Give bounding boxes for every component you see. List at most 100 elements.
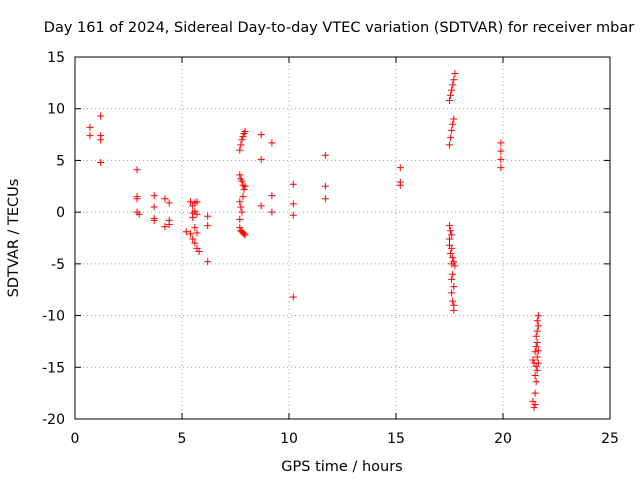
data-point — [236, 171, 244, 179]
x-tick-label: 20 — [494, 431, 512, 447]
data-point — [449, 254, 457, 262]
data-point — [533, 366, 541, 374]
data-point — [204, 258, 212, 266]
data-point — [86, 132, 94, 140]
data-point — [532, 343, 540, 351]
data-point — [241, 127, 249, 135]
data-point — [182, 228, 190, 236]
data-point — [150, 203, 158, 211]
data-point — [448, 244, 456, 252]
y-tick-label: -5 — [51, 257, 65, 273]
data-point — [533, 327, 541, 335]
data-point — [447, 134, 455, 142]
data-point — [448, 86, 456, 94]
data-point — [533, 353, 541, 361]
y-tick-label: 5 — [56, 153, 65, 169]
data-point — [531, 372, 539, 380]
data-point — [236, 224, 244, 232]
data-point — [396, 164, 404, 172]
data-point — [321, 195, 329, 203]
data-point — [289, 200, 297, 208]
data-point — [237, 141, 245, 149]
data-point — [289, 180, 297, 188]
data-point — [257, 131, 265, 139]
y-tick-label: -10 — [42, 309, 65, 325]
data-point — [531, 348, 539, 356]
data-point — [531, 389, 539, 397]
x-tick-label: 5 — [178, 431, 187, 447]
data-point — [321, 151, 329, 159]
y-tick-label: 0 — [56, 205, 65, 221]
data-point — [239, 193, 247, 201]
data-point — [238, 177, 246, 185]
data-point — [189, 235, 197, 243]
data-point — [534, 312, 542, 320]
data-point — [446, 222, 453, 230]
data-point — [268, 208, 276, 216]
data-point — [289, 293, 297, 301]
data-point — [97, 112, 105, 120]
data-point — [497, 147, 505, 155]
data-point — [533, 338, 541, 346]
data-point — [240, 185, 248, 193]
data-point — [531, 401, 539, 409]
data-point — [396, 181, 404, 189]
data-point — [193, 198, 201, 206]
chart-title: Day 161 of 2024, Sidereal Day-to-day VTE… — [44, 20, 634, 36]
data-point — [241, 182, 249, 190]
data-point — [450, 306, 458, 314]
data-point — [86, 123, 94, 131]
data-point — [446, 141, 453, 149]
data-point — [204, 212, 212, 220]
data-point — [532, 378, 540, 386]
data-point — [241, 231, 249, 239]
data-point — [238, 208, 246, 216]
data-point — [191, 224, 199, 232]
data-point — [237, 203, 245, 211]
y-axis-label: SDTVAR / TECUs — [6, 179, 22, 298]
data-point — [204, 222, 212, 230]
data-point — [447, 91, 455, 99]
data-point — [187, 230, 195, 238]
data-point — [449, 120, 457, 128]
data-point — [497, 139, 505, 147]
x-tick-label: 10 — [280, 431, 298, 447]
data-point — [191, 239, 199, 247]
data-point — [497, 155, 505, 163]
x-tick-label: 0 — [71, 431, 80, 447]
axis-ticks: 0 5 10 15 20 25 -20 -15 -10 -5 0 5 10 15 — [42, 50, 619, 447]
data-point — [533, 317, 541, 325]
data-point — [97, 158, 105, 166]
y-tick-label: -20 — [42, 412, 65, 428]
data-point — [193, 229, 201, 237]
data-point — [240, 230, 248, 238]
data-point — [236, 146, 244, 154]
data-point — [133, 166, 141, 174]
data-point — [450, 283, 458, 291]
x-tick-label: 15 — [387, 431, 405, 447]
data-point — [161, 195, 169, 203]
data-point — [193, 210, 201, 218]
data-point — [165, 221, 173, 229]
data-point — [150, 216, 158, 224]
data-point — [449, 81, 457, 89]
data-point — [97, 136, 105, 144]
data-point — [165, 199, 173, 207]
data-point — [532, 332, 540, 340]
y-tick-label: -15 — [42, 360, 65, 376]
data-point — [448, 275, 456, 283]
data-point — [449, 270, 457, 278]
data-point — [187, 198, 195, 206]
data-point — [257, 155, 265, 163]
gridlines — [75, 57, 610, 419]
data-point — [133, 195, 141, 203]
data-point — [530, 404, 538, 412]
data-point — [447, 227, 455, 235]
data-point — [268, 192, 276, 200]
data-point — [448, 231, 456, 239]
data-point — [257, 202, 265, 210]
data-point — [150, 192, 158, 200]
data-point — [450, 258, 458, 266]
data-point — [529, 356, 537, 364]
